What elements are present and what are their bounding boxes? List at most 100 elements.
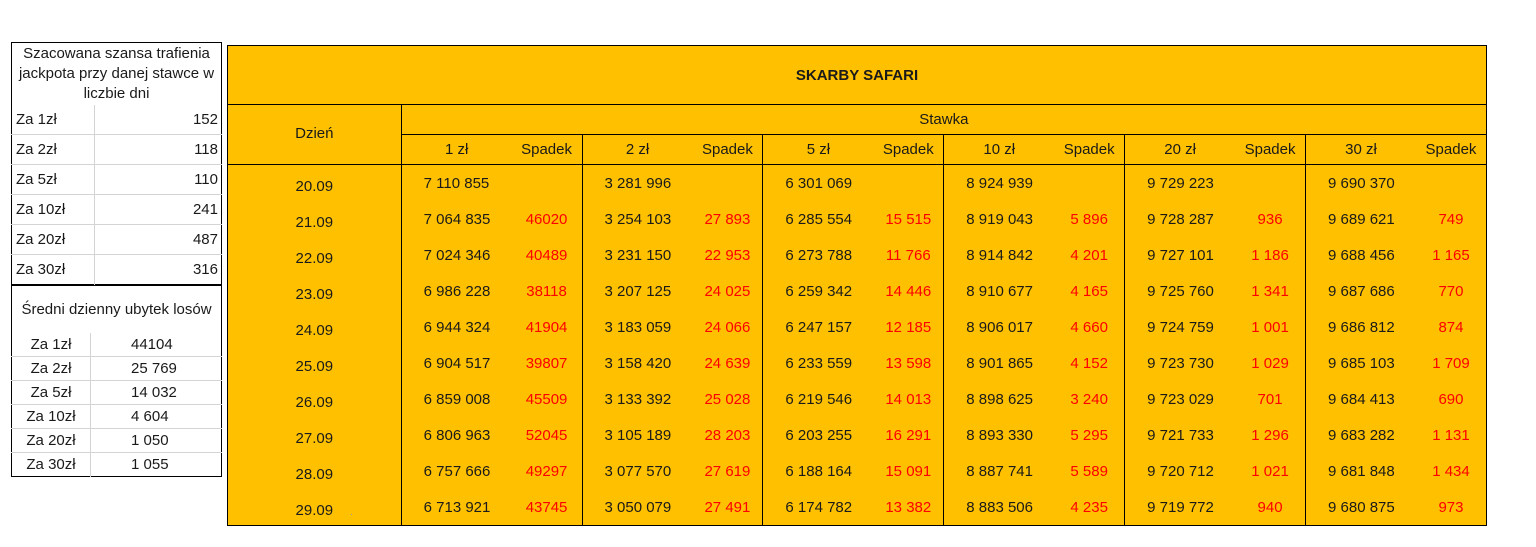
stake-value: 4 604: [90, 404, 222, 429]
day-cell: 24.09: [227, 309, 402, 345]
drop-cell: 52045: [511, 417, 583, 453]
ticket-count-cell: 6 219 546: [785, 390, 853, 408]
stake-label: Za 20zł: [11, 428, 91, 453]
drop-cell: 22 953: [692, 237, 764, 273]
ticket-count-cell: 9 690 370: [1328, 174, 1395, 192]
ticket-count-cell: 6 233 559: [785, 354, 853, 372]
ticket-count-cell: 9 685 103: [1328, 354, 1395, 372]
day-cell: 26.09: [227, 381, 402, 417]
drop-cell: 5 896: [1054, 201, 1126, 237]
ticket-count-cell: 3 158 420: [604, 354, 672, 372]
drop-cell: 24 025: [692, 273, 764, 309]
stake-value: 487: [94, 224, 222, 255]
jackpot-chance-table: Szacowana szansa trafienia jackpota przy…: [11, 42, 222, 285]
ticket-count-cell: 8 901 865: [966, 354, 1033, 372]
day-cell: 27.09: [227, 417, 402, 453]
drop-cell: 749: [1438, 210, 1464, 228]
drop-cell: 4 201: [1054, 237, 1126, 273]
drop-cell: 15 515: [873, 201, 945, 237]
ticket-count-cell: 8 906 017: [966, 318, 1033, 336]
day-cell: 29.09: [227, 489, 402, 526]
stray-dot: [351, 514, 352, 515]
drop-cell: 936: [1235, 201, 1307, 237]
day-cell: 21.09: [227, 201, 402, 237]
ticket-count-cell: 8 893 330: [966, 426, 1033, 444]
stake-label: Za 20zł: [11, 224, 95, 255]
table-row: 28.09 6 757 666 49297 3 077 570 27 619 6 188 …: [227, 453, 1487, 489]
ticket-count-cell: 9 721 733: [1147, 426, 1214, 444]
table-row: Za 2zł 25 769: [11, 356, 222, 381]
drop-cell: 27 893: [692, 201, 764, 237]
table-row: Za 5zł 110: [11, 164, 222, 195]
drop-cell: 690: [1438, 390, 1464, 408]
drop-cell: 13 382: [873, 489, 945, 526]
ticket-count-cell: 9 684 413: [1328, 390, 1395, 408]
ticket-count-cell: 9 728 287: [1147, 210, 1214, 228]
table-row: 29.09 6 713 921 43745 3 050 079 27 491 6 174 …: [227, 489, 1487, 526]
drop-cell: 27 619: [692, 453, 764, 489]
ticket-count-cell: 9 719 772: [1147, 498, 1214, 516]
drop-cell: 38118: [511, 273, 583, 309]
ticket-count-cell: 6 203 255: [785, 426, 853, 444]
day-cell: 20.09: [227, 164, 402, 201]
drop-column-header: Spadek: [511, 134, 583, 165]
day-cell: 22.09: [227, 237, 402, 273]
drop-cell: 14 013: [873, 381, 945, 417]
drop-cell: 770: [1438, 282, 1464, 300]
stake-value: 44104: [90, 333, 222, 357]
drop-cell: 15 091: [873, 453, 945, 489]
ticket-count-cell: 6 174 782: [785, 498, 853, 516]
drop-cell: 1 296: [1235, 417, 1307, 453]
drop-cell: 701: [1235, 381, 1307, 417]
drop-cell: [873, 164, 945, 201]
drop-cell: 4 165: [1054, 273, 1126, 309]
drop-cell: 45509: [511, 381, 583, 417]
ticket-count-cell: 8 914 842: [966, 246, 1033, 264]
drop-cell: [1054, 164, 1126, 201]
drop-cell: 28 203: [692, 417, 764, 453]
drop-cell: 5 589: [1054, 453, 1126, 489]
ticket-count-cell: 9 729 223: [1147, 174, 1214, 192]
daily-loss-header: Średni dzienny ubytek losów: [21, 300, 212, 318]
ticket-count-cell: 9 680 875: [1328, 498, 1395, 516]
ticket-count-cell: 9 689 621: [1328, 210, 1395, 228]
stake-label: Za 10zł: [11, 194, 95, 225]
stake-value: 110: [94, 164, 222, 195]
ticket-count-cell: 7 064 835: [423, 210, 491, 228]
ticket-count-cell: 3 050 079: [604, 498, 672, 516]
ticket-count-cell: 8 887 741: [966, 462, 1033, 480]
drop-cell: 24 066: [692, 309, 764, 345]
drop-cell: 4 235: [1054, 489, 1126, 526]
stake-column-header: 2 zł: [582, 134, 693, 165]
ticket-count-cell: 8 910 677: [966, 282, 1033, 300]
drop-column-header: Spadek: [1054, 134, 1126, 165]
drop-cell: 1 001: [1235, 309, 1307, 345]
table-row: Za 1zł 152: [11, 105, 222, 135]
stake-label: Za 10zł: [11, 404, 91, 429]
table-row: Za 20zł 487: [11, 224, 222, 255]
table-row: Za 20zł 1 050: [11, 428, 222, 453]
stake-value: 14 032: [90, 380, 222, 405]
ticket-count-cell: 6 259 342: [785, 282, 853, 300]
stake-label: Za 5zł: [11, 164, 95, 195]
ticket-count-cell: 7 110 855: [423, 174, 490, 192]
drop-cell: 24 639: [692, 345, 764, 381]
stake-label: Za 30zł: [11, 452, 91, 477]
drop-cell: 41904: [511, 309, 583, 345]
ticket-count-cell: 6 904 517: [423, 354, 491, 372]
drop-cell: 1 434: [1432, 462, 1470, 480]
ticket-count-cell: 9 683 282: [1328, 426, 1395, 444]
stake-value: 1 050: [90, 428, 222, 453]
drop-cell: 874: [1438, 318, 1464, 336]
stake-label: Za 5zł: [11, 380, 91, 405]
table-row: Za 10zł 241: [11, 194, 222, 225]
stake-value: 152: [94, 105, 222, 135]
ticket-count-cell: 9 723 029: [1147, 390, 1214, 408]
jackpot-chance-header: Szacowana szansa trafienia jackpota przy…: [18, 45, 215, 102]
stake-label: Za 2zł: [11, 134, 95, 165]
drop-cell: 1 131: [1432, 426, 1470, 444]
table-row: Za 2zł 118: [11, 134, 222, 165]
drop-cell: 46020: [511, 201, 583, 237]
stake-label: Za 1zł: [11, 105, 95, 135]
drop-column-header: Spadek: [1415, 134, 1487, 165]
